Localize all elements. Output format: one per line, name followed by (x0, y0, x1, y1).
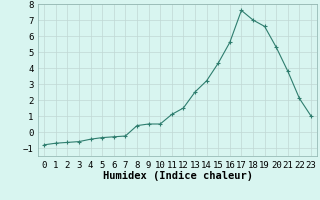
X-axis label: Humidex (Indice chaleur): Humidex (Indice chaleur) (103, 171, 252, 181)
